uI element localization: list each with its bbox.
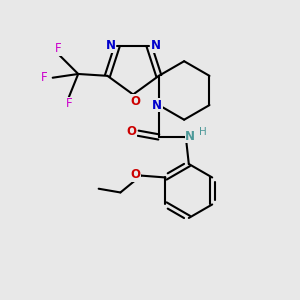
- Text: F: F: [41, 71, 48, 84]
- Text: F: F: [55, 42, 61, 55]
- Text: O: O: [130, 95, 140, 108]
- Text: F: F: [66, 97, 73, 110]
- Text: O: O: [130, 168, 140, 181]
- Text: N: N: [151, 39, 161, 52]
- Text: H: H: [199, 128, 207, 137]
- Text: N: N: [106, 39, 116, 52]
- Text: O: O: [126, 125, 136, 138]
- Text: N: N: [185, 130, 195, 143]
- Text: N: N: [152, 99, 162, 112]
